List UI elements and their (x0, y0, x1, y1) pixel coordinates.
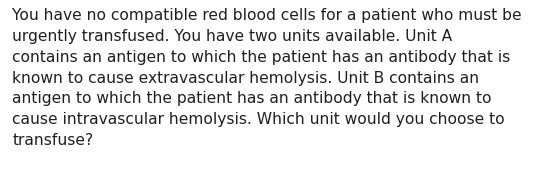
Text: You have no compatible red blood cells for a patient who must be
urgently transf: You have no compatible red blood cells f… (12, 8, 522, 148)
